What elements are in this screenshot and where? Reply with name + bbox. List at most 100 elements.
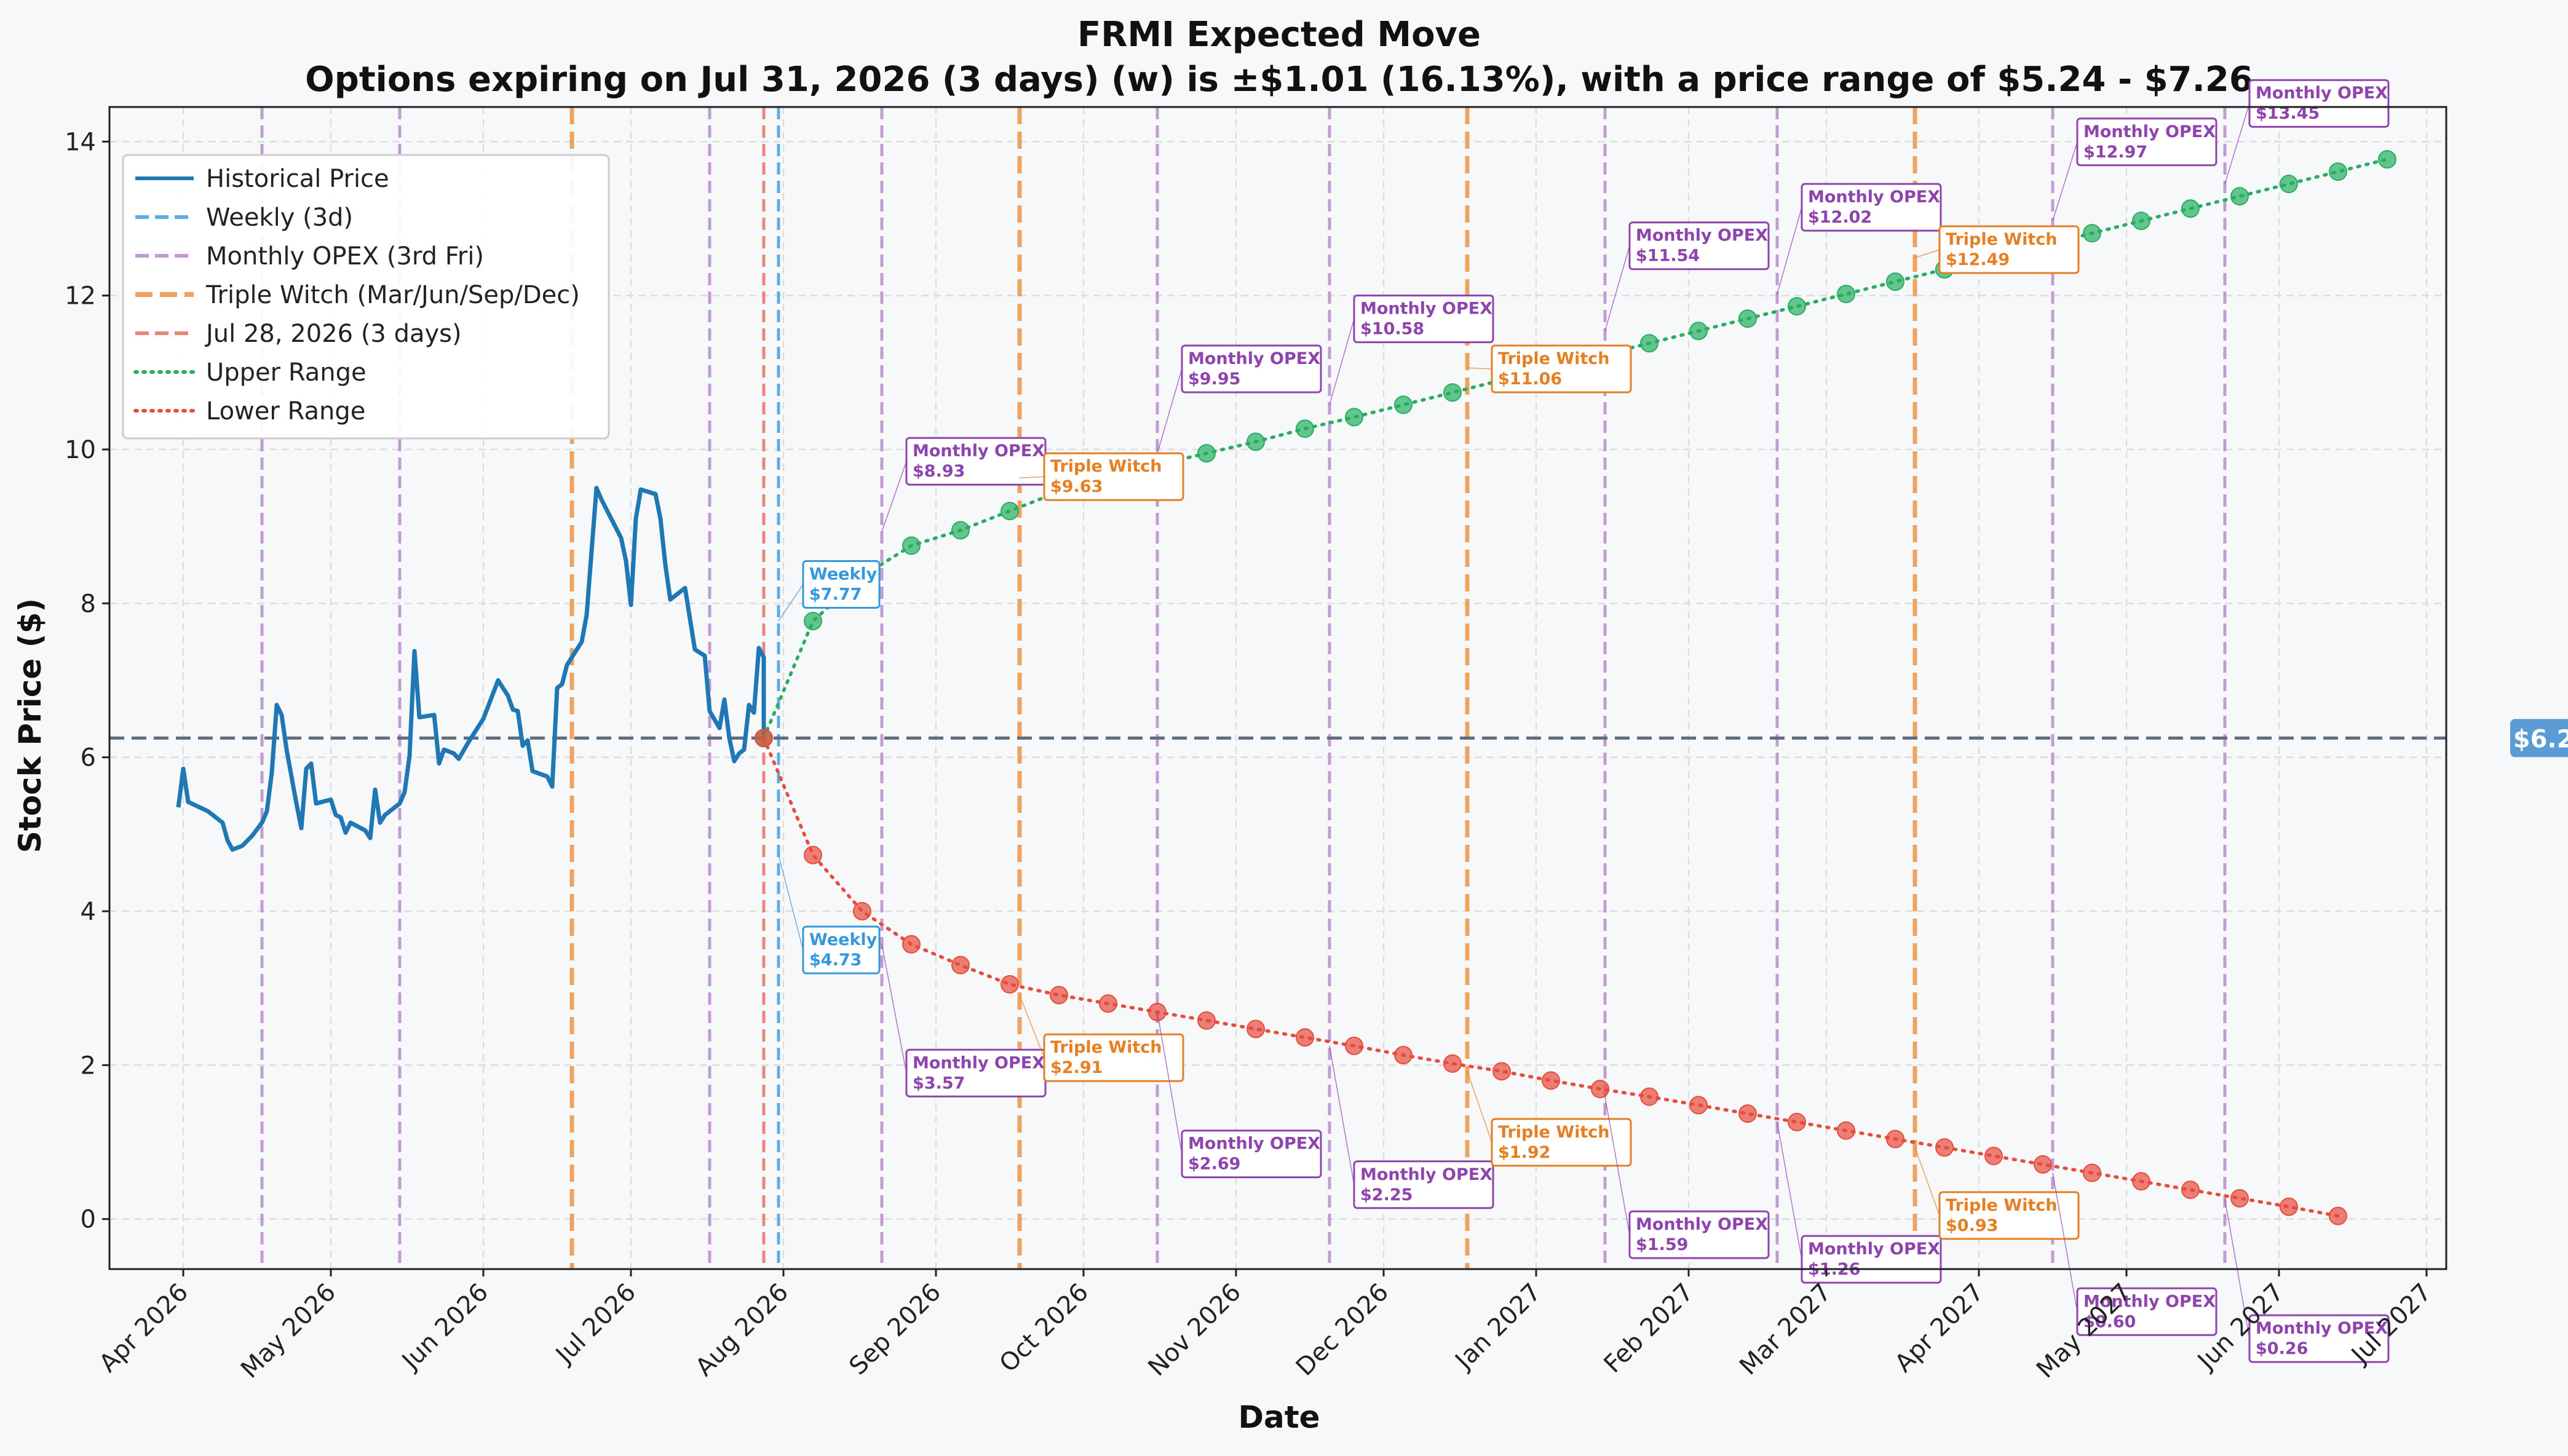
- y-tick-label: 2: [81, 1051, 96, 1080]
- annotation-leader: [1777, 207, 1802, 295]
- annotation-box: [1181, 344, 1322, 394]
- upper-range-point: [2181, 199, 2200, 218]
- lower-range-point: [2230, 1189, 2249, 1208]
- lower-range-point: [1837, 1121, 1855, 1140]
- annotation-leader: [1604, 1096, 1630, 1235]
- annotation-title: Monthly OPEX: [1188, 1134, 1320, 1153]
- annotation-title: Triple Witch: [1050, 457, 1162, 476]
- annotation-price: $8.93: [913, 462, 965, 481]
- lower-range-point: [1001, 975, 1019, 994]
- annotation-box: [802, 925, 881, 975]
- annotation-price: $1.92: [1498, 1143, 1550, 1162]
- annotation-leader: [1914, 1147, 1940, 1216]
- annotation-box: [1628, 221, 1770, 271]
- annotation-price: $10.58: [1360, 320, 1424, 339]
- annotation-title: Monthly OPEX: [1360, 299, 1492, 318]
- lower-range-point: [1246, 1019, 1265, 1039]
- upper-range-point: [1689, 322, 1708, 341]
- legend-label: Jul 28, 2026 (3 days): [204, 320, 462, 348]
- annotation-box: [1353, 295, 1494, 344]
- annotation-box: [1353, 1160, 1494, 1209]
- upper-range-point: [1443, 383, 1462, 402]
- x-axis-label: Date: [1238, 1399, 1320, 1435]
- annotation-title: Monthly OPEX: [2256, 84, 2388, 103]
- legend-box: [122, 154, 610, 440]
- annotation-leader: [1019, 476, 1045, 479]
- annotation-price: $2.91: [1050, 1058, 1103, 1077]
- lower-range-point: [755, 729, 773, 748]
- annotation-leader: [1604, 245, 1630, 331]
- annotation-leader: [1467, 367, 1492, 370]
- lower-range-point: [1443, 1054, 1462, 1073]
- upper-range-point: [2230, 187, 2249, 206]
- historical-price-line: [176, 486, 766, 852]
- legend-label: Lower Range: [206, 397, 365, 425]
- upper-range-point: [902, 536, 921, 555]
- annotation-price: $12.02: [1808, 208, 1872, 227]
- annotation-box: [802, 560, 881, 609]
- upper-range-point: [1001, 502, 1019, 521]
- lower-range-point: [1591, 1080, 1609, 1099]
- annotation-box: [2076, 117, 2217, 167]
- annotation-box: [1491, 344, 1632, 394]
- annotation-leader: [1157, 1011, 1183, 1154]
- annotation-box: [2076, 1287, 2217, 1336]
- annotation-title: Monthly OPEX: [913, 1053, 1045, 1072]
- annotation-leader: [2052, 1173, 2078, 1312]
- annotation-box: [1043, 452, 1184, 501]
- y-tick-label: 8: [81, 590, 96, 618]
- annotation-title: Weekly: [809, 930, 878, 949]
- y-tick-label: 14: [65, 128, 96, 156]
- annotation-leader: [1329, 318, 1355, 405]
- annotation-title: Triple Witch: [1946, 1196, 2058, 1215]
- annotation-leader: [1914, 249, 1940, 259]
- annotation-leader: [881, 944, 907, 1074]
- annotation-title: Monthly OPEX: [1360, 1165, 1492, 1184]
- legend-label: Triple Witch (Mar/Jun/Sep/Dec): [205, 281, 580, 309]
- annotation-box: [2248, 79, 2390, 128]
- upper-range-point: [2132, 212, 2150, 231]
- annotation-price: $2.69: [1188, 1155, 1240, 1174]
- current-price-badge: [2510, 719, 2568, 758]
- annotation-title: Weekly: [809, 564, 878, 584]
- annotation-title: Monthly OPEX: [1636, 226, 1768, 245]
- upper-range-point: [804, 612, 822, 631]
- annotation-price: $7.77: [809, 585, 862, 604]
- lower-range-point: [1640, 1087, 1658, 1106]
- annotation-leader: [2052, 141, 2078, 221]
- annotation-price: $0.60: [2083, 1312, 2136, 1331]
- lower-range-point: [1738, 1104, 1757, 1123]
- lower-range-point: [1492, 1062, 1511, 1081]
- annotation-price: $0.26: [2256, 1339, 2308, 1358]
- lower-range-point: [853, 901, 871, 920]
- upper-range-point: [951, 521, 970, 540]
- annotation-title: Monthly OPEX: [2083, 122, 2216, 141]
- lower-range-point: [804, 845, 822, 865]
- lower-range-point: [1886, 1130, 1904, 1149]
- chart-title: FRMI Expected Move: [1077, 15, 1481, 55]
- annotation-leader: [1777, 1122, 1802, 1260]
- y-tick-label: 0: [81, 1206, 96, 1234]
- upper-range-point: [1640, 334, 1658, 353]
- y-tick-label: 6: [81, 744, 96, 772]
- upper-range-point: [1246, 432, 1265, 451]
- upper-range-point: [1837, 285, 1855, 304]
- upper-range-point: [1197, 444, 1216, 463]
- annotation-title: Monthly OPEX: [1636, 1215, 1768, 1234]
- lower-range-point: [2034, 1155, 2052, 1174]
- y-tick-label: 10: [65, 436, 96, 464]
- annotation-title: Monthly OPEX: [1808, 188, 1940, 207]
- annotation-price: $9.63: [1050, 477, 1103, 496]
- legend-label: Monthly OPEX (3rd Fri): [206, 242, 484, 271]
- upper-range-point: [2083, 224, 2101, 243]
- annotation-price: $4.73: [809, 951, 862, 970]
- annotation-box: [1181, 1130, 1322, 1179]
- annotation-title: Triple Witch: [1946, 230, 2058, 249]
- annotation-leader: [1467, 1071, 1492, 1143]
- annotation-leader: [1157, 368, 1183, 454]
- lower-range-point: [1394, 1046, 1413, 1065]
- lower-range-point: [1935, 1138, 1954, 1157]
- annotation-box: [1801, 183, 1942, 232]
